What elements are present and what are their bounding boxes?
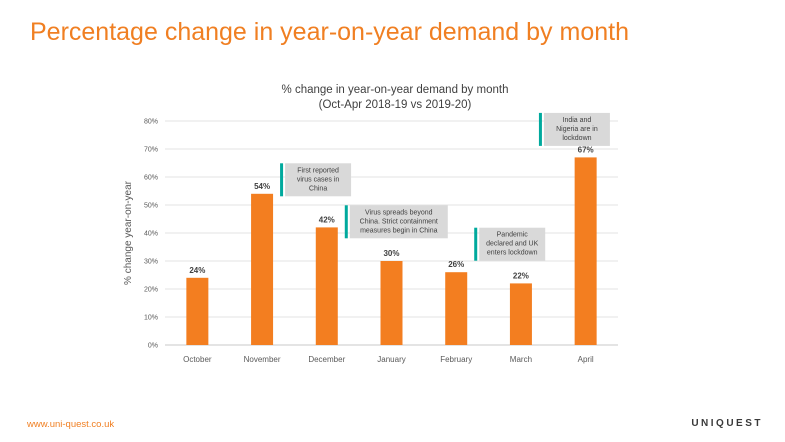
x-tick-label: April (578, 355, 594, 364)
annotation-box (479, 227, 546, 261)
annotation-text: First reported (297, 167, 339, 174)
data-label: 24% (189, 266, 205, 275)
bar-april (574, 157, 597, 345)
data-label: 67% (578, 145, 594, 154)
data-label: 30% (383, 249, 399, 258)
y-tick-label: 10% (144, 315, 158, 322)
y-tick-label: 40% (144, 231, 158, 238)
annotation-text: measures begin in China (360, 227, 438, 234)
annotation-box (543, 112, 610, 146)
data-label: 42% (319, 215, 335, 224)
annotation-box (285, 163, 352, 197)
y-axis-label: % change year-on-year (123, 180, 134, 285)
annotation-text: Virus spreads beyond (365, 209, 433, 216)
y-tick-label: 30% (144, 259, 158, 266)
annotation-text: declared and UK (486, 241, 538, 248)
bar-march (509, 283, 532, 345)
annotation-marker (538, 112, 542, 146)
annotation-text: enters lockdown (487, 250, 538, 257)
data-label: 54% (254, 182, 270, 191)
bar-november (251, 193, 274, 345)
y-tick-label: 0% (148, 343, 158, 350)
x-tick-label: October (183, 355, 212, 364)
y-tick-label: 50% (144, 203, 158, 210)
company-logo: UNIQUEST (691, 418, 763, 429)
annotation-marker (474, 227, 478, 261)
x-tick-label: February (440, 355, 472, 364)
annotation-text: virus cases in (297, 176, 340, 183)
y-tick-label: 60% (144, 175, 158, 182)
x-tick-label: December (308, 355, 345, 364)
annotation-text: Nigeria are in (556, 126, 598, 133)
x-tick-label: March (510, 355, 532, 364)
slide-title: Percentage change in year-on-year demand… (30, 18, 629, 46)
annotation-box (349, 205, 448, 239)
x-tick-label: November (244, 355, 281, 364)
y-tick-label: 80% (144, 119, 158, 126)
data-label: 26% (448, 260, 464, 269)
annotation-text: China (309, 185, 327, 192)
data-label: 22% (513, 271, 529, 280)
annotation-text: India and (563, 117, 592, 124)
annotation-marker (344, 205, 348, 239)
x-tick-label: January (377, 355, 405, 364)
annotation-text: China. Strict containment (360, 218, 438, 225)
annotation-text: lockdown (562, 135, 591, 142)
footer-url[interactable]: www.uni-quest.co.uk (27, 419, 115, 430)
bar-february (445, 272, 468, 345)
bar-january (380, 261, 403, 345)
annotation-text: Pandemic (497, 232, 529, 239)
y-tick-label: 20% (144, 287, 158, 294)
annotation-marker (280, 163, 284, 197)
bar-december (315, 227, 338, 345)
y-tick-label: 70% (144, 147, 158, 154)
chart-subtitle: (Oct-Apr 2018-19 vs 2019-20) (319, 99, 472, 111)
chart-title: % change in year-on-year demand by month (282, 84, 509, 96)
bar-october (186, 277, 209, 345)
